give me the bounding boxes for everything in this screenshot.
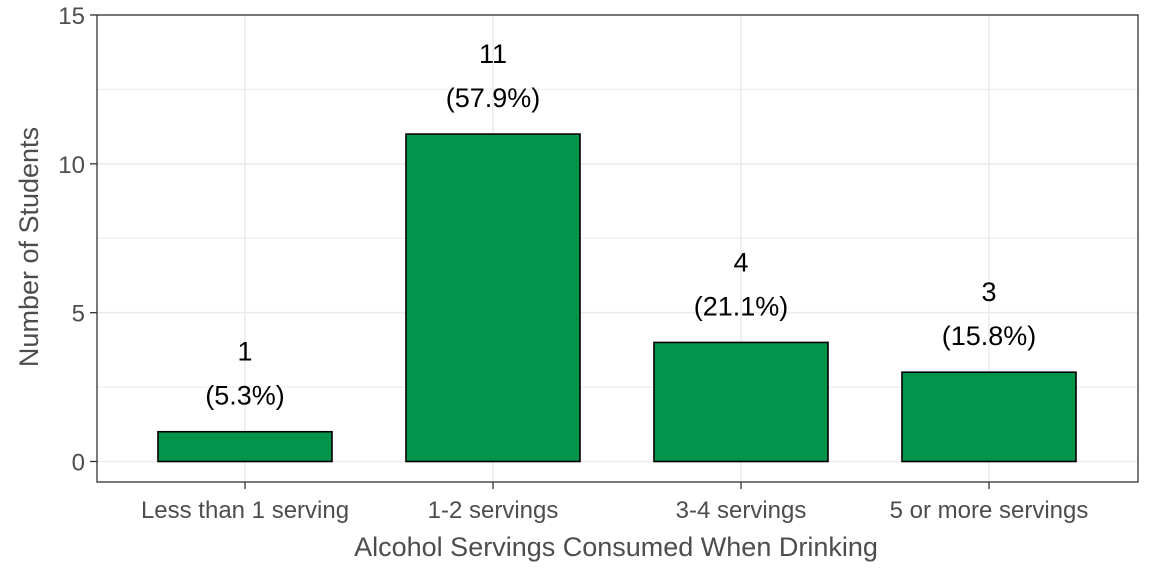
data-label-percent: (5.3%) <box>205 381 285 411</box>
y-tick-label: 15 <box>58 3 85 30</box>
x-tick-label: Less than 1 serving <box>141 497 349 524</box>
x-axis-ticks: Less than 1 serving 1-2 servings 3-4 servi… <box>141 482 1088 524</box>
data-label-count: 3 <box>981 277 996 307</box>
data-label-count: 11 <box>479 39 507 69</box>
data-labels: 1 (5.3%) 11 (57.9%) 4 (21.1%) 3 (15.8%) <box>205 39 1036 411</box>
bar <box>405 133 581 463</box>
bar <box>901 371 1077 463</box>
data-label-percent: (21.1%) <box>694 291 789 321</box>
x-tick-label: 1-2 servings <box>428 497 559 524</box>
x-tick-label: 3-4 servings <box>676 497 807 524</box>
y-axis-title: Number of Students <box>14 127 44 367</box>
data-label-percent: (57.9%) <box>446 83 541 113</box>
data-label-count: 4 <box>733 247 748 277</box>
panel-border <box>96 14 1139 483</box>
data-label-count: 1 <box>237 337 252 367</box>
bar <box>653 341 829 463</box>
y-tick-label: 0 <box>72 450 85 477</box>
bars <box>157 133 1077 463</box>
y-tick-label: 5 <box>72 301 85 328</box>
x-axis-title: Alcohol Servings Consumed When Drinking <box>354 532 878 562</box>
bar <box>157 430 333 463</box>
y-axis-ticks: 0 5 10 15 <box>58 3 97 477</box>
y-tick-label: 10 <box>58 152 85 179</box>
data-label-percent: (15.8%) <box>942 321 1037 351</box>
x-tick-label: 5 or more servings <box>890 497 1089 524</box>
